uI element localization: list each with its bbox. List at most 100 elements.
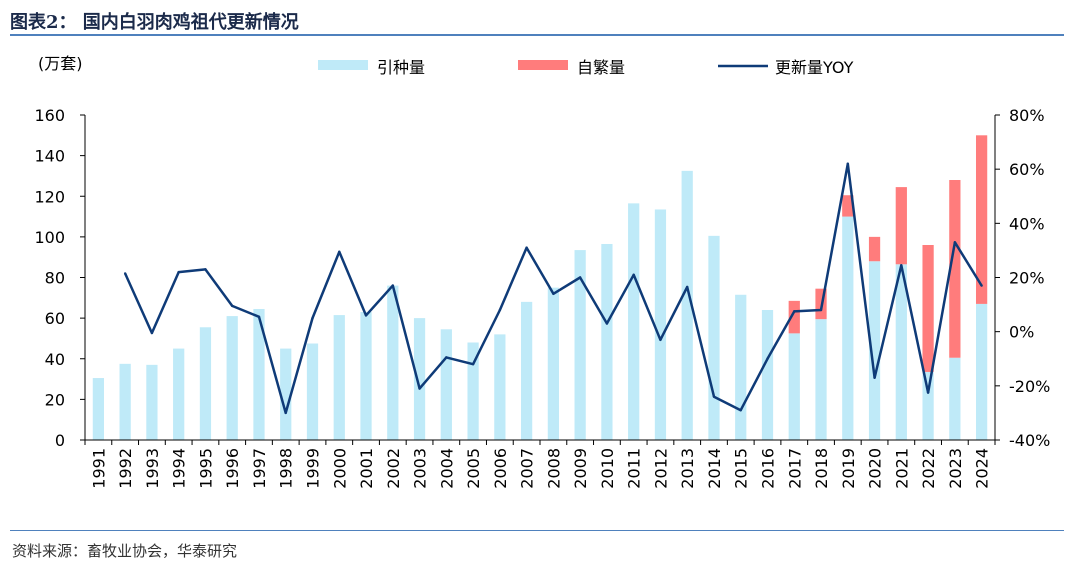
yoy-point (284, 411, 287, 415)
bar-intro (708, 235, 720, 440)
axes-layer: 0 20 40 60 80 100 120 140 160 -40% -20% 0% 20% 40% 60%… (34, 106, 1050, 489)
x-tick-label: 2022 (919, 448, 938, 489)
bar-intro (253, 308, 265, 440)
x-tick-label: 1993 (143, 448, 162, 489)
bar-intro (868, 261, 881, 440)
bar-intro (306, 343, 319, 440)
x-tick-label: 2005 (464, 448, 483, 489)
yoy-point (739, 409, 742, 412)
bar-intro (333, 315, 345, 440)
bar-intro (280, 348, 292, 440)
bar-self (949, 180, 961, 358)
yoy-point (846, 162, 849, 165)
bar-intro (735, 294, 747, 440)
yoy-point (793, 310, 796, 313)
left-tick-label: 40 (45, 350, 65, 369)
left-axis-unit: (万套) (38, 54, 83, 73)
bar-intro (574, 250, 586, 440)
bar-intro (387, 285, 399, 440)
x-tick-label: 1992 (116, 448, 135, 489)
left-tick-label: 100 (34, 228, 65, 247)
right-tick-label: 40% (1009, 214, 1045, 233)
yoy-point (659, 338, 662, 341)
yoy-point (338, 250, 341, 253)
yoy-point (578, 276, 582, 279)
bar-self (895, 187, 907, 265)
bar-intro (681, 170, 693, 440)
yoy-point (632, 273, 635, 276)
left-tick-label: 0 (55, 431, 65, 450)
yoy-point (686, 285, 689, 289)
bar-intro (119, 363, 131, 440)
x-tick-label: 2012 (651, 448, 670, 489)
x-tick-label: 2018 (812, 448, 831, 489)
x-tick-label: 2009 (571, 448, 590, 489)
right-tick-label: -20% (1009, 377, 1050, 396)
source-note: 资料来源：畜牧业协会，华泰研究 (12, 542, 238, 560)
yoy-point (123, 272, 127, 275)
bar-intro (761, 310, 774, 440)
x-tick-label: 2008 (544, 448, 563, 489)
bar-self (975, 135, 988, 304)
bar-intro (226, 316, 238, 440)
yoy-point (873, 376, 876, 379)
legend-label-self: 自繁量 (577, 58, 625, 77)
x-tick-label: 2023 (946, 448, 965, 489)
x-tick-label: 1994 (170, 448, 189, 489)
right-tick-label: 0% (1009, 323, 1034, 342)
bar-intro (360, 312, 372, 440)
yoy-point (953, 241, 957, 244)
yoy-point (231, 304, 234, 308)
yoy-point (605, 322, 609, 325)
left-tick-label: 20 (45, 390, 65, 409)
x-tick-label: 1995 (196, 448, 215, 489)
bar-intro (842, 216, 854, 440)
x-tick-label: 2021 (892, 448, 911, 489)
right-tick-label: 80% (1009, 106, 1045, 125)
yoy-point (819, 308, 823, 312)
bar-intro (815, 319, 827, 440)
legend-label-yoy: 更新量YOY (775, 58, 854, 77)
yoy-point (980, 284, 983, 287)
x-tick-label: 1991 (89, 448, 108, 489)
yoy-point (257, 315, 261, 318)
left-tick-label: 120 (34, 187, 65, 206)
x-tick-label: 2016 (759, 448, 778, 489)
x-tick-label: 2010 (598, 448, 617, 489)
x-tick-label: 2006 (491, 448, 510, 489)
yoy-point (391, 284, 394, 287)
bars-layer (92, 135, 988, 440)
yoy-point (926, 391, 930, 394)
bar-intro (146, 364, 158, 440)
yoy-point (552, 292, 555, 295)
x-tick-label: 2015 (732, 448, 751, 489)
bar-intro (92, 378, 105, 440)
x-tick-label: 1998 (277, 448, 296, 489)
bar-self (922, 245, 934, 372)
bar-intro (922, 371, 934, 440)
right-tick-label: 60% (1009, 160, 1045, 179)
x-tick-label: 2007 (518, 448, 537, 489)
bar-line-chart: 引种量 自繁量 更新量YOY 0 20 40 60 80 100 120 140 160 -40%… (34, 58, 1050, 489)
yoy-point (525, 246, 528, 249)
bar-intro (654, 209, 667, 440)
x-tick-label: 2013 (678, 448, 697, 489)
x-tick-label: 2019 (839, 448, 858, 489)
x-tick-label: 1996 (223, 448, 242, 489)
x-tick-label: 1999 (304, 448, 323, 489)
bar-intro (788, 333, 800, 440)
right-tick-label: 20% (1009, 269, 1045, 288)
yoy-point (311, 316, 314, 320)
left-tick-label: 60 (45, 309, 65, 328)
left-tick-label: 160 (34, 106, 65, 125)
yoy-point (445, 356, 448, 359)
x-tick-label: 2000 (330, 448, 349, 489)
bar-intro (173, 348, 185, 440)
legend-swatch-self (518, 60, 568, 70)
bar-intro (440, 329, 452, 440)
bar-self (788, 300, 800, 334)
title-rule (10, 34, 1064, 36)
x-tick-label: 2011 (625, 448, 644, 489)
bar-intro (601, 243, 613, 440)
footer-rule (10, 530, 1064, 531)
